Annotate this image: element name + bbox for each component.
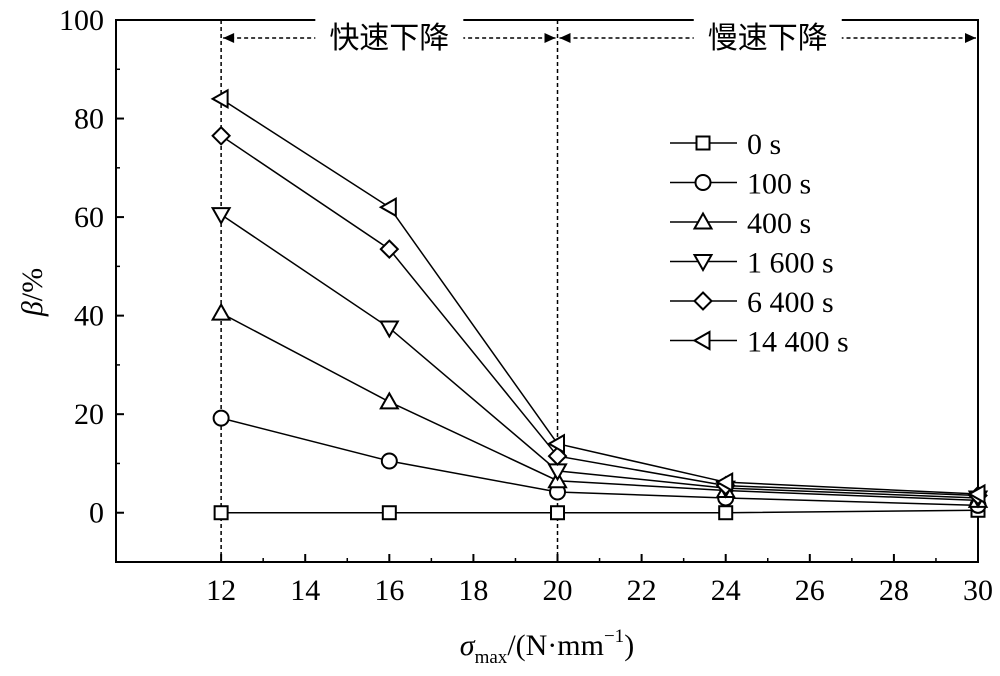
series-line-2 — [220, 312, 979, 502]
legend-marker-3 — [692, 254, 714, 273]
x-tick-label-18: 18 — [458, 574, 488, 607]
series-line-4 — [220, 135, 979, 497]
legend-label-4: 6 400 s — [747, 286, 834, 319]
data-point-s5-p1 — [378, 197, 397, 218]
legend: 0 s 100 s 400 s 1 600 s 6 400 s 14 400 s — [670, 128, 849, 359]
region-arrows — [223, 33, 976, 43]
legend-label-5: 14 400 s — [747, 326, 849, 359]
region-arrowhead-left-1 — [559, 33, 571, 43]
series-line-5 — [220, 98, 979, 495]
series-group — [210, 88, 989, 521]
data-point-s4-p1 — [379, 239, 400, 260]
data-point-s1-p1 — [380, 452, 398, 470]
y-tick-label-40: 40 — [74, 300, 104, 333]
region-arrowhead-right-0 — [544, 33, 556, 43]
x-axis-unit: /(N·mm — [507, 629, 604, 662]
legend-label-1: 100 s — [747, 168, 811, 201]
y-tick-label-20: 20 — [74, 398, 104, 431]
data-point-s3-p1 — [379, 320, 400, 339]
y-axis-symbol: β — [16, 301, 49, 317]
data-point-s3-p0 — [210, 207, 232, 226]
region-label-bg-0 — [315, 18, 464, 56]
region-arrowhead-right-1 — [965, 33, 976, 43]
x-tick-label-14: 14 — [290, 574, 320, 607]
data-point-s5-p4 — [967, 483, 986, 505]
data-point-s5-p3 — [715, 471, 734, 493]
x-tick-label-16: 16 — [374, 574, 404, 607]
legend-label-0: 0 s — [747, 128, 781, 161]
x-axis-symbol: σ — [460, 629, 476, 662]
legend-label-3: 1 600 s — [747, 247, 834, 280]
data-point-s0-p1 — [381, 505, 397, 521]
legend-marker-0 — [695, 135, 711, 151]
x-tick-label-12: 12 — [206, 574, 236, 607]
x-tick-label-20: 20 — [543, 574, 573, 607]
y-tick-label-80: 80 — [74, 103, 104, 136]
region-label-bg-1 — [693, 18, 842, 56]
y-tick-label-100: 100 — [59, 4, 104, 37]
legend-marker-2 — [692, 211, 714, 230]
region-arrowhead-left-0 — [223, 33, 235, 43]
data-point-s2-p1 — [379, 391, 400, 410]
x-axis-unit-close: ) — [624, 629, 634, 662]
data-point-s1-p0 — [212, 409, 230, 427]
data-point-s5-p0 — [210, 88, 229, 110]
x-tick-label-24: 24 — [711, 574, 741, 607]
x-tick-label-28: 28 — [879, 574, 909, 607]
y-axis-title: β/% — [16, 268, 49, 317]
x-axis-exponent: −1 — [604, 626, 624, 647]
data-point-s0-p3 — [718, 505, 734, 521]
series-line-0 — [221, 509, 979, 514]
series-line-3 — [220, 214, 979, 499]
axis-ticks: 12 14 16 18 20 22 24 26 28 30 0 20 40 60 80 100 — [59, 4, 993, 607]
y-axis-unit: /% — [16, 268, 49, 301]
legend-marker-5 — [692, 330, 711, 351]
data-point-s4-p0 — [211, 125, 232, 146]
region-labels: 快速下降 慢速下降 — [315, 18, 842, 56]
x-tick-label-30: 30 — [963, 574, 993, 607]
legend-marker-4 — [693, 291, 713, 311]
region-label-0: 快速下降 — [329, 21, 449, 56]
y-tick-label-0: 0 — [89, 497, 104, 530]
x-tick-label-26: 26 — [795, 574, 825, 607]
y-tick-label-60: 60 — [74, 201, 104, 234]
region-label-1: 慢速下降 — [708, 21, 828, 56]
data-point-s0-p2 — [550, 505, 566, 521]
legend-label-2: 400 s — [747, 207, 811, 240]
legend-marker-1 — [694, 174, 712, 191]
data-point-s0-p0 — [213, 505, 229, 521]
x-axis-subscript: max — [475, 647, 508, 668]
series-line-1 — [220, 417, 979, 507]
x-tick-label-22: 22 — [627, 574, 657, 607]
plot-frame — [115, 19, 979, 563]
x-axis-title: σmax/(N·mm−1) — [460, 626, 634, 668]
data-point-s2-p0 — [210, 302, 232, 321]
data-point-s5-p2 — [546, 433, 566, 454]
